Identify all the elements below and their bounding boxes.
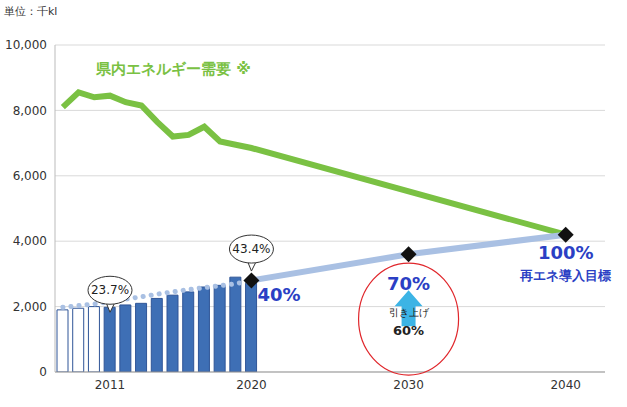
svg-text:4,000: 4,000 (13, 234, 47, 248)
html-text:県内エネルギー需要 ※: 県内エネルギー需要 ※ (96, 60, 251, 78)
svg-text:43.4%: 43.4% (232, 242, 270, 256)
html-text:単位：千kl: 単位：千kl (4, 5, 58, 18)
svg-text:40%: 40% (257, 284, 300, 305)
svg-text:2,000: 2,000 (13, 300, 47, 314)
svg-text:23.7%: 23.7% (91, 283, 129, 297)
svg-text:60%: 60% (393, 323, 424, 338)
svg-text:70%: 70% (387, 273, 431, 295)
svg-text:8,000: 8,000 (13, 104, 47, 118)
svg-text:2011: 2011 (95, 378, 126, 392)
svg-text:6,000: 6,000 (13, 169, 47, 183)
svg-text:引き上げ: 引き上げ (389, 307, 430, 318)
svg-text:2030: 2030 (393, 378, 424, 392)
svg-text:10,000: 10,000 (8, 38, 47, 52)
svg-text:2020: 2020 (236, 378, 267, 392)
svg-text:0: 0 (39, 365, 47, 379)
svg-text:再エネ導入目標: 再エネ導入目標 (519, 268, 611, 283)
svg-text:2040: 2040 (550, 378, 581, 392)
svg-text:100%: 100% (538, 242, 594, 263)
